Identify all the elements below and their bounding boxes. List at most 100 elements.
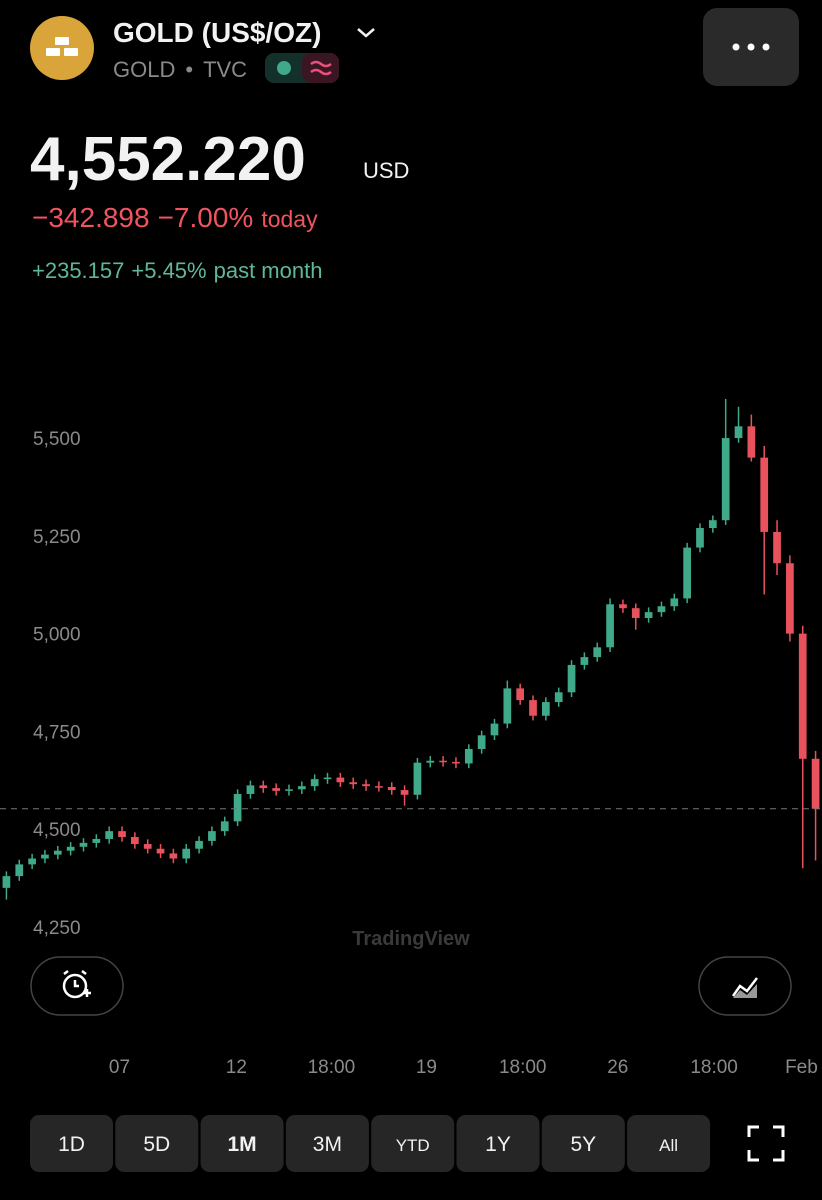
candle-body [631, 608, 640, 618]
timeframe-label[interactable]: 5Y [570, 1133, 596, 1156]
candle-body [362, 784, 370, 787]
y-tick-label: 4,250 [33, 918, 81, 939]
exchange: TVC [203, 57, 247, 82]
dot [732, 43, 740, 51]
timeframe-label[interactable]: YTD [396, 1136, 430, 1155]
candle-body [387, 786, 396, 791]
candle-body [2, 876, 11, 888]
candle-body [336, 777, 345, 783]
candle-body [606, 604, 614, 648]
candle-body [66, 846, 75, 851]
change: −342.898 [32, 202, 150, 233]
fullscreen-button[interactable] [747, 1125, 785, 1162]
change-percent: −7.00% [158, 202, 254, 233]
timeframe-button[interactable] [30, 1115, 113, 1172]
candle-body [490, 723, 499, 736]
candle-body [195, 840, 203, 849]
y-tick-label: 5,000 [33, 625, 81, 646]
chevron[interactable] [357, 28, 375, 38]
market-dot [277, 61, 291, 75]
x-tick-label: 18:00 [308, 1057, 356, 1078]
timeframe-button[interactable] [115, 1115, 199, 1172]
candle-body [131, 837, 139, 845]
symbol-title[interactable]: GOLD (US$/OZ) [113, 17, 321, 48]
candle-body [272, 788, 280, 791]
change-percent: +5.45% [131, 258, 206, 283]
timeframe-label[interactable]: 3M [313, 1133, 342, 1156]
y-tick-label: 5,250 [33, 527, 81, 548]
candle-body [593, 647, 602, 658]
candle-body [580, 657, 589, 665]
timeframe-label[interactable]: All [659, 1136, 678, 1155]
candle-body [169, 853, 178, 859]
timeframe-button[interactable] [371, 1115, 455, 1172]
candle-body [297, 786, 306, 790]
timeframe-button[interactable] [627, 1115, 711, 1172]
candle-body [529, 700, 537, 716]
candle-body [53, 850, 62, 855]
timeframe-button[interactable] [285, 1115, 369, 1172]
candle-body [92, 838, 101, 843]
candle-body [734, 426, 743, 439]
candle-body [28, 858, 36, 865]
change-period: past month [214, 258, 323, 283]
change: +235.157 [32, 258, 124, 283]
timeframe-label[interactable]: 1M [228, 1133, 257, 1156]
candle-body [375, 786, 383, 788]
candle-body [426, 760, 435, 763]
symbol: GOLD [113, 57, 175, 82]
timeframe-label[interactable]: 1Y [485, 1133, 511, 1156]
candle-body [310, 779, 319, 787]
timeframe-button[interactable] [541, 1115, 625, 1172]
chart[interactable]: 4,250 4,500 4,750 5,000 5,250 5,500 07 12 18:00 1… [0, 398, 822, 1078]
candle-body [567, 664, 576, 693]
timeframe-button[interactable] [200, 1115, 284, 1172]
candle-body [721, 438, 730, 521]
dot [747, 43, 755, 51]
candle-body [477, 735, 486, 750]
candle-body [413, 762, 422, 795]
candle-body [811, 758, 820, 809]
symbol-icon[interactable] [30, 16, 94, 80]
timeframe-label[interactable]: 5D [143, 1133, 170, 1156]
candle-body [349, 782, 358, 785]
candle-body [503, 688, 512, 724]
candle-body [747, 426, 756, 458]
daily-change: −342.898 −7.00% today [32, 202, 318, 233]
price: 4,552.220 [30, 125, 306, 194]
x-tick-label: 18:00 [499, 1057, 547, 1078]
alert-button[interactable] [30, 956, 124, 1016]
candle-body [683, 547, 691, 599]
timeframe-bar: 1D 5D 1M 3M YTD 1Y 5Y All [30, 1115, 711, 1172]
y-tick-label: 4,750 [33, 722, 81, 743]
month-change: +235.157 +5.45% past month [32, 258, 322, 283]
candle-body [760, 457, 769, 532]
x-tick-label: 12 [226, 1057, 247, 1078]
candle-body [452, 761, 460, 764]
candle-body [542, 702, 550, 716]
candle-body [786, 563, 794, 634]
chart-style-button[interactable] [698, 956, 792, 1016]
watermark: TradingView [352, 928, 470, 950]
candle-body [554, 692, 563, 703]
y-tick-label: 4,500 [33, 820, 81, 841]
timeframe-label[interactable]: 1D [58, 1133, 85, 1156]
x-tick-label: 07 [109, 1057, 130, 1078]
candle-body [619, 604, 627, 609]
candle-body [644, 612, 653, 618]
candle-body [670, 598, 679, 607]
candle-body [696, 528, 704, 548]
candle-body [105, 831, 114, 839]
separator: • [185, 57, 193, 82]
candle-body [143, 844, 152, 849]
candle-body [464, 749, 473, 764]
status-badge [302, 53, 339, 83]
candle-body [323, 777, 332, 780]
candle-body [400, 790, 409, 795]
candle-body [439, 760, 447, 763]
x-tick-label: Feb [785, 1057, 818, 1078]
timeframe-button[interactable] [456, 1115, 540, 1172]
candle-body [773, 531, 781, 564]
